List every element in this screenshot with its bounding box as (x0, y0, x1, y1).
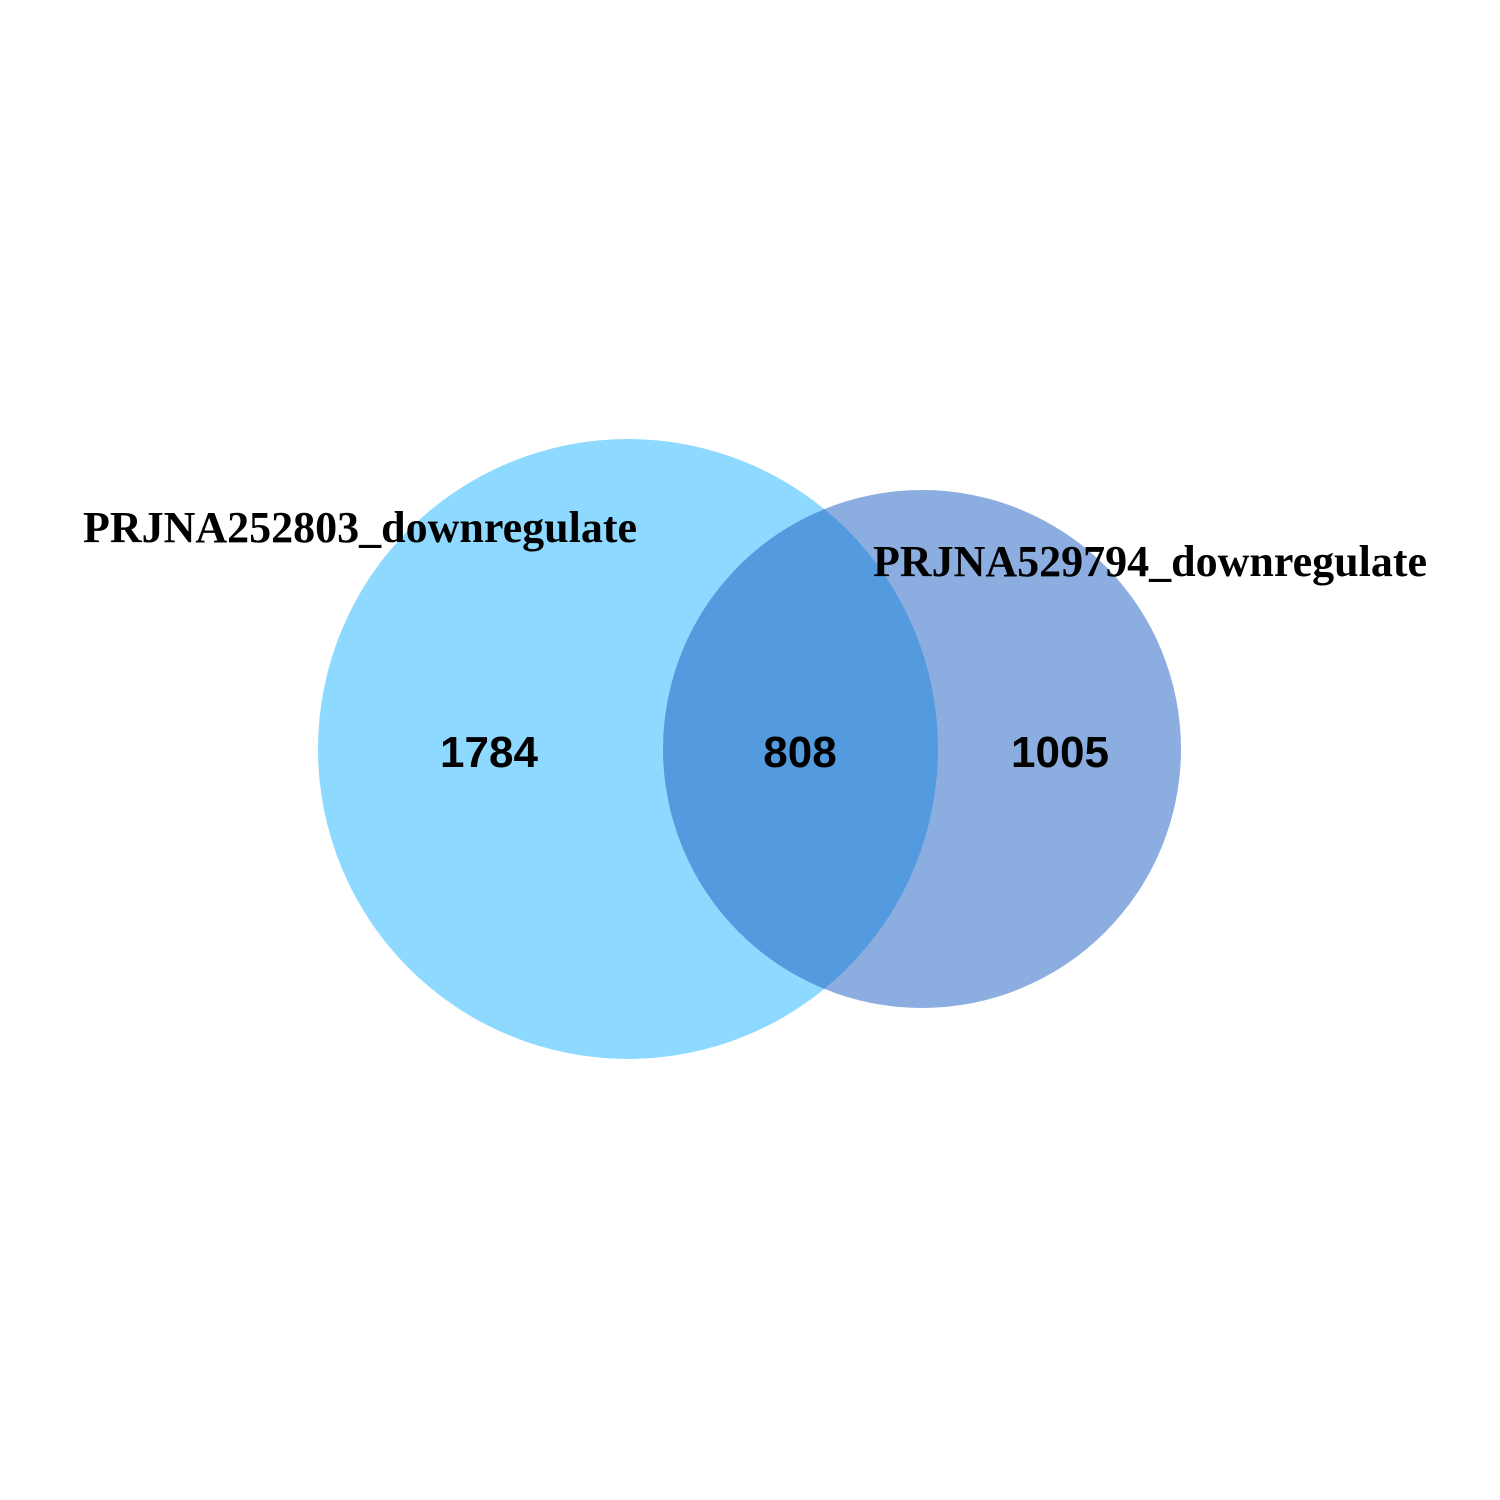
count-intersection: 808 (763, 728, 836, 777)
set-a-label: PRJNA252803_downregulate (83, 503, 637, 552)
set-b-circle (663, 490, 1181, 1008)
count-only-b: 1005 (1011, 728, 1109, 777)
count-only-a: 1784 (440, 728, 538, 777)
set-b-label: PRJNA529794_downregulate (873, 537, 1427, 586)
